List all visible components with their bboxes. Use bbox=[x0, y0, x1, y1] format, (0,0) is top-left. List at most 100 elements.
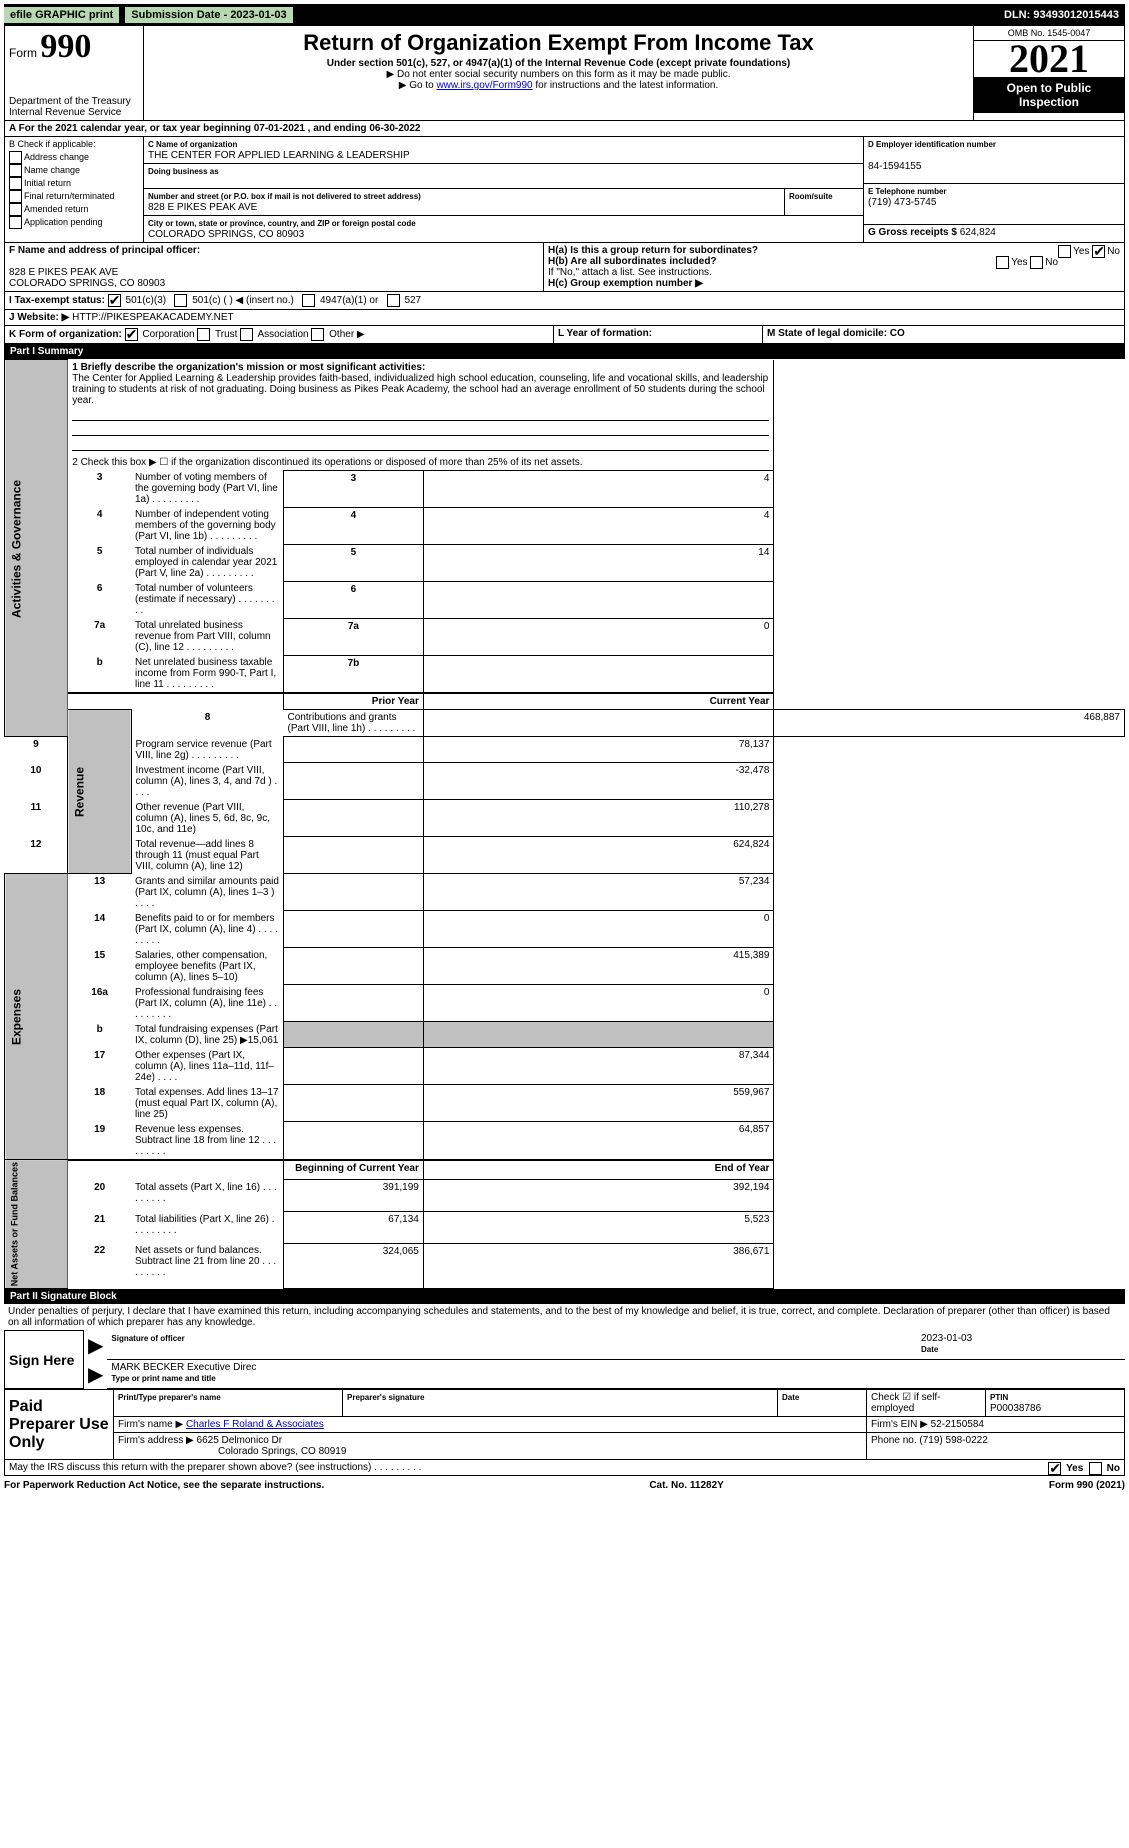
cb-hb-yes[interactable] bbox=[996, 256, 1009, 269]
row-4: 4Number of independent voting members of… bbox=[5, 507, 1125, 544]
q2-text: 2 Check this box ▶ ☐ if the organization… bbox=[68, 455, 774, 471]
row-7b: bNet unrelated business taxable income f… bbox=[5, 655, 1125, 693]
t12: Total revenue—add lines 8 through 11 (mu… bbox=[131, 837, 284, 874]
py14 bbox=[284, 911, 424, 948]
t3: Number of voting members of the governin… bbox=[131, 470, 284, 507]
py13 bbox=[284, 874, 424, 911]
footer-mid: Cat. No. 11282Y bbox=[649, 1480, 723, 1491]
cy17: 87,344 bbox=[423, 1048, 774, 1085]
cb-initial-return[interactable] bbox=[9, 177, 22, 190]
officer-addr2: COLORADO SPRINGS, CO 80903 bbox=[9, 278, 165, 289]
py17 bbox=[284, 1048, 424, 1085]
v7b bbox=[423, 655, 774, 693]
cb-4947[interactable] bbox=[302, 294, 315, 307]
prep-date-label: Date bbox=[782, 1393, 799, 1402]
t4: Number of independent voting members of … bbox=[131, 507, 284, 544]
k-trust: Trust bbox=[215, 329, 237, 340]
ln5: 5 bbox=[68, 544, 131, 581]
cb-trust[interactable] bbox=[197, 328, 210, 341]
t14: Benefits paid to or for members (Part IX… bbox=[131, 911, 284, 948]
hc-label: H(c) Group exemption number ▶ bbox=[548, 278, 703, 289]
t6: Total number of volunteers (estimate if … bbox=[131, 581, 284, 618]
py16a bbox=[284, 985, 424, 1022]
goto-line: ▶ Go to www.irs.gov/Form990 for instruct… bbox=[148, 80, 969, 91]
i-label: I Tax-exempt status: bbox=[9, 295, 105, 306]
ln17: 17 bbox=[68, 1048, 131, 1085]
cb-discuss-no[interactable] bbox=[1089, 1462, 1102, 1475]
t16b: Total fundraising expenses (Part IX, col… bbox=[131, 1022, 284, 1048]
j-block: J Website: ▶ HTTP://PIKESPEAKACADEMY.NET bbox=[4, 310, 1125, 326]
cb-app-pending[interactable] bbox=[9, 216, 22, 229]
q1-text: The Center for Applied Learning & Leader… bbox=[72, 373, 768, 406]
cb-amended-return[interactable] bbox=[9, 203, 22, 216]
py20: 391,199 bbox=[284, 1180, 424, 1212]
cb-501c3[interactable] bbox=[108, 294, 121, 307]
ln20: 20 bbox=[68, 1180, 131, 1212]
row-6: 6Total number of volunteers (estimate if… bbox=[5, 581, 1125, 618]
cb-527[interactable] bbox=[387, 294, 400, 307]
goto-post: for instructions and the latest informat… bbox=[535, 80, 718, 91]
cb-corp[interactable] bbox=[125, 328, 138, 341]
cb-other[interactable] bbox=[311, 328, 324, 341]
part1-table: Activities & Governance 1 Briefly descri… bbox=[4, 359, 1125, 1289]
firm-ein-label: Firm's EIN ▶ bbox=[871, 1419, 928, 1430]
cb-hb-no[interactable] bbox=[1030, 256, 1043, 269]
t20: Total assets (Part X, line 16) bbox=[131, 1180, 284, 1212]
check-self: Check ☑ if self-employed bbox=[871, 1392, 941, 1414]
cb-ha-no[interactable] bbox=[1092, 245, 1105, 258]
t22: Net assets or fund balances. Subtract li… bbox=[131, 1243, 284, 1288]
cb-address-change[interactable] bbox=[9, 151, 22, 164]
py11 bbox=[284, 800, 424, 837]
officer-name: MARK BECKER Executive Direc bbox=[111, 1362, 256, 1373]
cy22: 386,671 bbox=[423, 1243, 774, 1288]
c-label: C Name of organization bbox=[148, 140, 237, 149]
cb-assoc[interactable] bbox=[240, 328, 253, 341]
ln4: 4 bbox=[68, 507, 131, 544]
cb-final-return[interactable] bbox=[9, 190, 22, 203]
ln6: 6 bbox=[68, 581, 131, 618]
b7b: 7b bbox=[284, 655, 424, 693]
py19 bbox=[284, 1122, 424, 1160]
ln13: 13 bbox=[68, 874, 131, 911]
sig-date-label: Date bbox=[921, 1345, 938, 1354]
top-bar: efile GRAPHIC print Submission Date - 20… bbox=[4, 4, 1125, 26]
row-7a: 7aTotal unrelated business revenue from … bbox=[5, 618, 1125, 655]
cb-discuss-yes[interactable] bbox=[1048, 1462, 1061, 1475]
hb-no: No bbox=[1045, 257, 1058, 268]
cb-name-change[interactable] bbox=[9, 164, 22, 177]
cy12: 624,824 bbox=[423, 837, 774, 874]
v4: 4 bbox=[423, 507, 774, 544]
org-name: THE CENTER FOR APPLIED LEARNING & LEADER… bbox=[148, 150, 410, 161]
cb-501c[interactable] bbox=[174, 294, 187, 307]
cb-ha-yes[interactable] bbox=[1058, 245, 1071, 258]
t17: Other expenses (Part IX, column (A), lin… bbox=[131, 1048, 284, 1085]
lbl-address-change: Address change bbox=[24, 152, 89, 162]
firm-name-label: Firm's name ▶ bbox=[118, 1419, 183, 1430]
penalty-text: Under penalties of perjury, I declare th… bbox=[4, 1304, 1125, 1330]
cy18: 559,967 bbox=[423, 1085, 774, 1122]
paid-preparer-table: Paid Preparer Use Only Print/Type prepar… bbox=[4, 1389, 1125, 1460]
ptin-value: P00038786 bbox=[990, 1403, 1041, 1414]
ln22: 22 bbox=[68, 1243, 131, 1288]
line-a-tax-year: A For the 2021 calendar year, or tax yea… bbox=[4, 121, 1125, 137]
ln21: 21 bbox=[68, 1212, 131, 1244]
b6: 6 bbox=[284, 581, 424, 618]
firm-name[interactable]: Charles F Roland & Associates bbox=[186, 1419, 324, 1430]
t16a: Professional fundraising fees (Part IX, … bbox=[131, 985, 284, 1022]
form-number: Form 990 bbox=[9, 28, 139, 66]
irs-link[interactable]: www.irs.gov/Form990 bbox=[436, 80, 532, 91]
ln19: 19 bbox=[68, 1122, 131, 1160]
side-rev: Revenue bbox=[68, 710, 131, 874]
discuss-no: No bbox=[1107, 1463, 1120, 1474]
cy16a: 0 bbox=[423, 985, 774, 1022]
ln16b: b bbox=[68, 1022, 131, 1048]
dba-label: Doing business as bbox=[148, 167, 219, 176]
b-check-label: B Check if applicable: bbox=[9, 139, 96, 149]
cy8: 468,887 bbox=[774, 710, 1125, 737]
b3: 3 bbox=[284, 470, 424, 507]
gross-receipts: 624,824 bbox=[960, 227, 996, 238]
type-label: Type or print name and title bbox=[111, 1374, 215, 1383]
part1-header: Part I Summary bbox=[4, 344, 1125, 359]
py10 bbox=[284, 763, 424, 800]
website-url: HTTP://PIKESPEAKACADEMY.NET bbox=[72, 312, 234, 323]
